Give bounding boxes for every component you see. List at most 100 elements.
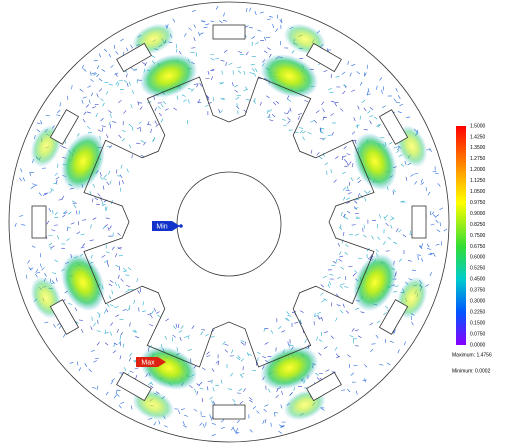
flux-vector (430, 272, 432, 275)
flux-vector (364, 191, 367, 194)
flux-vector (393, 191, 394, 195)
flux-vector (362, 100, 365, 102)
flux-vector (264, 328, 266, 332)
flux-vector (235, 90, 238, 92)
flux-vector (339, 251, 341, 255)
flux-vector (216, 6, 218, 9)
legend-tick-label: 0.8250 (470, 222, 486, 228)
flux-vector (59, 199, 63, 200)
flux-vector (81, 329, 83, 333)
flux-vector (109, 122, 110, 126)
flux-vector (243, 388, 245, 391)
legend-tick-label: 0.3000 (470, 299, 486, 305)
flux-vector (360, 116, 361, 120)
flux-vector (117, 329, 119, 333)
flux-vector (348, 61, 349, 65)
flux-vector (388, 237, 391, 239)
flux-vector (274, 413, 275, 417)
flux-vector (427, 244, 429, 247)
flux-vector (184, 415, 188, 416)
flux-vector (97, 330, 101, 331)
flux-vector (267, 19, 271, 20)
flux-vector (231, 350, 233, 354)
flux-vector (93, 360, 97, 362)
flux-vector (81, 234, 85, 235)
flux-vector (68, 212, 71, 214)
flux-vector (346, 198, 350, 200)
flux-vector (194, 37, 196, 41)
flux-vector (275, 29, 278, 32)
flux-vector (151, 129, 152, 133)
flux-vector (96, 74, 99, 77)
flux-vector (40, 264, 41, 268)
flux-vector (39, 193, 42, 196)
flux-vector (43, 194, 47, 196)
flux-vector (211, 76, 213, 80)
flux-vector (354, 117, 356, 121)
flux-vector (339, 259, 342, 261)
flux-vector (83, 119, 85, 122)
flux-vector (240, 401, 243, 404)
flux-vector (71, 85, 72, 89)
flux-vector (233, 399, 236, 402)
flux-vector (410, 174, 413, 176)
flux-vector (376, 249, 379, 252)
flux-vector (173, 335, 176, 338)
flux-vector (367, 91, 368, 95)
flux-vector (31, 186, 34, 188)
flux-vector (244, 71, 245, 75)
flux-vector (358, 106, 359, 110)
legend-tick-label: 1.2750 (470, 156, 486, 162)
flux-vector (325, 163, 328, 165)
flux-vector (440, 222, 441, 226)
flux-vector (138, 101, 139, 105)
flux-vector (237, 393, 241, 394)
flux-vector (68, 304, 72, 305)
flux-vector (255, 11, 256, 15)
flux-vector (132, 90, 134, 94)
min-label: Min (156, 223, 167, 230)
flux-vector (55, 173, 58, 176)
screenshot: 1.50001.42501.35001.27501.20001.12501.05… (0, 0, 506, 444)
flux-vector (211, 417, 212, 421)
flux-vector (102, 255, 105, 257)
flux-vector (95, 358, 99, 359)
flux-vector (288, 99, 291, 102)
flux-vector (379, 364, 383, 365)
flux-vector (116, 169, 117, 173)
flux-vector (105, 343, 108, 345)
flux-vector (344, 159, 347, 162)
flux-vector (337, 277, 340, 279)
flux-vector (349, 162, 351, 165)
flux-vector (352, 225, 356, 226)
stator-slot (32, 206, 46, 238)
flux-vector (110, 304, 114, 306)
flux-vector (89, 369, 92, 372)
flux-vector (376, 124, 379, 127)
flux-vector (115, 265, 119, 267)
flux-vector (393, 291, 397, 292)
flux-vector (37, 123, 41, 124)
flux-vector (241, 359, 244, 362)
flux-vector (178, 410, 180, 414)
flux-vector (241, 342, 244, 344)
flux-vector (351, 373, 354, 376)
flux-vector (444, 229, 447, 231)
flux-vector (205, 334, 208, 336)
flux-vector (223, 20, 227, 21)
flux-vector (110, 181, 111, 185)
flux-vector (351, 64, 355, 65)
flux-vector (177, 96, 178, 100)
flux-vector (93, 218, 97, 220)
flux-vector (87, 112, 91, 113)
flux-vector (157, 315, 160, 317)
flux-vector (80, 89, 83, 92)
flux-vector (246, 52, 248, 55)
legend-tick-label: 0.1500 (470, 320, 486, 326)
flux-vector (142, 62, 145, 64)
flux-vector (203, 424, 204, 428)
flux-vector (399, 259, 402, 262)
flux-vector (374, 117, 377, 119)
flux-vector (367, 111, 370, 114)
flux-vector (323, 70, 327, 71)
